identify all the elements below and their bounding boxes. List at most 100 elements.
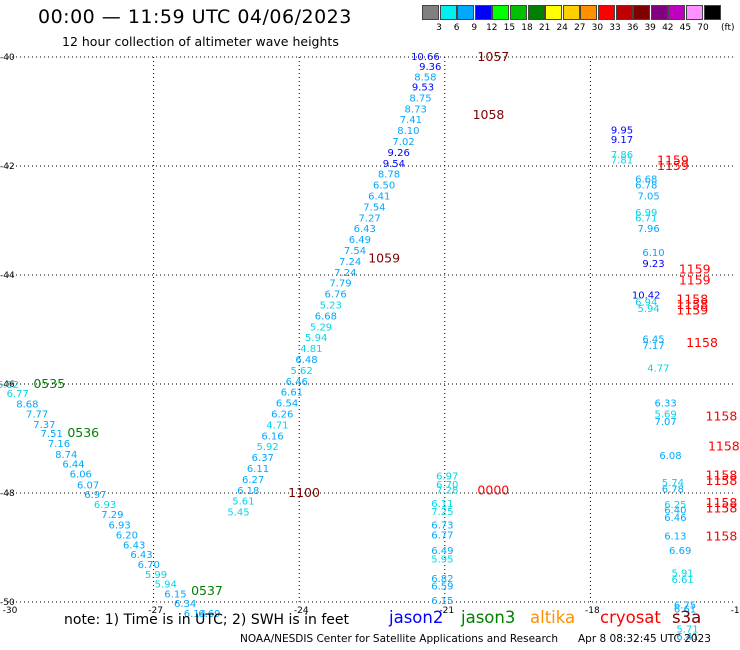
wave-height-point: 7.86	[611, 150, 633, 161]
color-scale-swatch	[686, 5, 703, 20]
wave-height-point: 6.78	[635, 181, 657, 192]
color-scale-swatch	[703, 5, 721, 20]
time-label: 1158	[706, 500, 738, 515]
wave-height-point: 6.82	[431, 574, 453, 585]
wave-height-point: 7.17	[642, 341, 664, 352]
wave-height-point: 6.15	[164, 589, 186, 600]
wave-height-point: 6.70	[138, 560, 160, 571]
color-scale-label: 36	[626, 23, 639, 33]
wave-height-point: 6.41	[676, 632, 698, 643]
color-scale-label: 18	[521, 23, 533, 33]
wave-height-point: 6.61	[281, 388, 303, 399]
color-scale-label: 42	[662, 23, 674, 33]
wave-height-point: 9.26	[388, 148, 410, 159]
wave-height-point: 6.71	[635, 213, 657, 224]
time-label: 1158	[686, 335, 718, 350]
wave-height-point: 6.10	[642, 248, 664, 259]
wave-height-point: 6.97	[436, 472, 458, 483]
wave-height-point: 7.29	[101, 510, 123, 521]
time-label: 1100	[288, 485, 320, 500]
wave-height-point: 5.61	[232, 497, 254, 508]
wave-height-point: 6.16	[261, 431, 283, 442]
wave-height-point: 6.69	[198, 609, 220, 620]
color-scale-swatch	[439, 5, 457, 20]
chart-subtitle: 12 hour collection of altimeter wave hei…	[62, 34, 339, 49]
wave-height-point: 7.41	[400, 115, 422, 126]
satellite-legend-cryosat: cryosat	[600, 608, 661, 627]
time-label: 1158	[676, 292, 708, 307]
wave-height-point: 6.20	[116, 531, 138, 542]
wave-height-point: 6.93	[108, 521, 130, 532]
wave-height-point: 6.43	[130, 550, 152, 561]
wave-height-point: 6.26	[271, 410, 293, 421]
color-scale-unit: (ft)	[721, 23, 735, 33]
wave-height-point: 6.77	[431, 531, 453, 542]
wave-height-point: 7.54	[363, 202, 385, 213]
wave-height-point: 5.91	[671, 569, 693, 580]
color-scale-swatch	[492, 5, 510, 20]
wave-height-point: 6.73	[431, 521, 453, 532]
wave-height-point: 6.49	[349, 235, 371, 246]
x-tick-label: -27	[148, 606, 163, 616]
color-scale-swatch	[527, 5, 545, 20]
chart-title: 00:00 — 11:59 UTC 04/06/2023	[38, 6, 352, 28]
time-label: 1158	[706, 473, 738, 488]
wave-height-point: 5.92	[257, 442, 279, 453]
wave-height-point: 6.61	[674, 605, 696, 616]
time-label: 1058	[473, 107, 505, 122]
color-scale-label: 45	[679, 23, 692, 33]
wave-height-point: 5.94	[305, 333, 327, 344]
color-scale-swatch	[422, 5, 439, 20]
wave-height-point: 7.07	[654, 417, 676, 428]
wave-height-point: 7.79	[329, 279, 351, 290]
wave-height-point: 8.10	[397, 126, 419, 137]
color-scale-swatch	[562, 5, 580, 20]
wave-height-point: 7.24	[334, 268, 356, 279]
color-scale-swatch	[598, 5, 615, 20]
wave-height-point: 6.37	[252, 453, 274, 464]
wave-height-point: 6.75	[674, 600, 696, 611]
wave-height-point: 6.93	[94, 500, 116, 511]
time-label: 1158	[706, 495, 738, 510]
wave-height-point: 5.74	[662, 478, 684, 489]
wave-height-point: 6.61	[671, 575, 693, 586]
time-label: 1158	[706, 529, 738, 544]
color-scale-label: 33	[609, 23, 621, 33]
color-scale-swatch	[580, 5, 598, 20]
wave-height-point: 6.27	[242, 475, 264, 486]
wave-height-point: 7.16	[48, 439, 70, 450]
color-scale-label: 24	[556, 23, 568, 33]
x-tick-label: -24	[294, 606, 309, 616]
time-label: 1159	[676, 302, 708, 317]
wave-height-point: 6.25	[664, 500, 686, 511]
wave-height-point: 6.33	[654, 399, 676, 410]
wave-height-point: 6.76	[324, 290, 346, 301]
wave-height-point: 8.73	[405, 104, 427, 115]
time-label: 0537	[191, 583, 223, 598]
color-scale-label: 30	[591, 23, 604, 33]
wave-height-point: 9.36	[419, 62, 441, 73]
wave-height-point: 7.25	[431, 507, 453, 518]
satellite-legend-altika: altika	[530, 608, 576, 627]
wave-height-point: 7.51	[41, 429, 63, 440]
y-tick-label: -46	[0, 380, 15, 390]
x-tick-label: -30	[3, 606, 18, 616]
wave-height-point: 6.99	[635, 208, 657, 219]
wave-height-point: 9.23	[642, 259, 664, 270]
data-points: 6.026.778.687.777.377.517.168.746.446.06…	[0, 52, 699, 643]
wave-height-point: 6.06	[70, 469, 92, 480]
wave-height-point: 6.07	[77, 480, 99, 491]
wave-height-point: 6.70	[436, 480, 458, 491]
time-label: 1159	[679, 262, 711, 277]
wave-height-point: 6.78	[662, 485, 684, 496]
color-scale-swatch	[633, 5, 651, 20]
time-label: 1159	[657, 153, 689, 168]
wave-height-point: 6.48	[295, 355, 317, 366]
wave-height-point: 8.75	[409, 93, 431, 104]
wave-height-point: 8.78	[378, 170, 400, 181]
color-scale-swatch	[457, 5, 475, 20]
wave-height-point: 5.94	[638, 304, 660, 315]
wave-height-point: 6.50	[373, 181, 395, 192]
satellite-legend-jason3: jason3	[461, 608, 516, 627]
